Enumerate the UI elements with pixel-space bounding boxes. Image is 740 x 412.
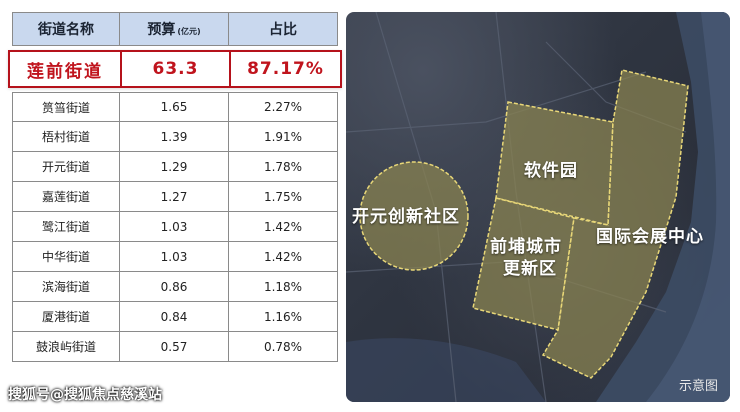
header-name: 街道名称: [12, 12, 120, 46]
table-row: 中华街道 1.03 1.42%: [12, 242, 338, 272]
header-budget-text: 预算: [147, 22, 176, 38]
cell-budget: 1.65: [120, 92, 229, 122]
map-caption: 示意图: [678, 379, 718, 394]
table-row: 梧村街道 1.39 1.91%: [12, 122, 338, 152]
cell-name: 鹭江街道: [12, 212, 120, 242]
table-row: 嘉莲街道 1.27 1.75%: [12, 182, 338, 212]
zone-expo-center: [541, 69, 689, 379]
cell-share: 2.27%: [229, 92, 338, 122]
label-software-park: 软件园: [524, 161, 578, 181]
cell-budget: 0.86: [120, 272, 229, 302]
highlight-share: 87.17%: [229, 52, 340, 86]
header-name-text: 街道名称: [38, 22, 94, 38]
cell-name: 滨海街道: [12, 272, 120, 302]
header-budget-unit: (亿元): [177, 26, 201, 36]
sea-area: [596, 12, 730, 402]
table-row: 筼筜街道 1.65 2.27%: [12, 92, 338, 122]
cell-share: 1.16%: [229, 302, 338, 332]
table-row: 鼓浪屿街道 0.57 0.78%: [12, 332, 338, 362]
cell-share: 1.91%: [229, 122, 338, 152]
table-row: 滨海街道 0.86 1.18%: [12, 272, 338, 302]
cell-name: 中华街道: [12, 242, 120, 272]
cell-budget: 0.57: [120, 332, 229, 362]
header-share-text: 占比: [269, 22, 297, 38]
cell-budget: 1.27: [120, 182, 229, 212]
watermark-text: 搜狐号@搜狐焦点慈溪站: [8, 387, 162, 403]
label-kaiyuan: 开元创新社区: [352, 207, 460, 227]
cell-share: 0.78%: [229, 332, 338, 362]
table-row: 厦港街道 0.84 1.16%: [12, 302, 338, 332]
cell-share: 1.75%: [229, 182, 338, 212]
table-row: 开元街道 1.29 1.78%: [12, 152, 338, 182]
cell-share: 1.18%: [229, 272, 338, 302]
cell-budget: 0.84: [120, 302, 229, 332]
highlight-budget: 63.3: [120, 52, 229, 86]
label-qianpu-line1: 前埔城市: [490, 237, 562, 257]
cell-budget: 1.03: [120, 212, 229, 242]
header-budget: 预算 (亿元): [120, 12, 229, 46]
cell-name: 厦港街道: [12, 302, 120, 332]
cell-name: 开元街道: [12, 152, 120, 182]
table-header-row: 街道名称 预算 (亿元) 占比: [12, 12, 338, 46]
district-map: 开元创新社区 软件园 前埔城市 更新区 国际会展中心 示意图: [346, 12, 730, 402]
table-row: 鹭江街道 1.03 1.42%: [12, 212, 338, 242]
cell-name: 梧村街道: [12, 122, 120, 152]
highlight-name: 莲前街道: [27, 61, 103, 82]
cell-share: 1.78%: [229, 152, 338, 182]
cell-share: 1.42%: [229, 242, 338, 272]
cell-share: 1.42%: [229, 212, 338, 242]
label-qianpu: 前埔城市 更新区: [490, 236, 562, 280]
cell-budget: 1.39: [120, 122, 229, 152]
label-expo-center: 国际会展中心: [596, 227, 704, 247]
cell-budget: 1.03: [120, 242, 229, 272]
map-graphics: [346, 12, 730, 402]
zone-kaiyuan-circle: [359, 161, 469, 271]
cell-name: 嘉莲街道: [12, 182, 120, 212]
label-qianpu-line2: 更新区: [503, 259, 557, 279]
cell-name: 鼓浪屿街道: [12, 332, 120, 362]
cell-name: 筼筜街道: [12, 92, 120, 122]
header-share: 占比: [229, 12, 338, 46]
highlight-row: 莲前街道 63.3 87.17%: [8, 50, 342, 88]
cell-budget: 1.29: [120, 152, 229, 182]
sea-deep: [646, 12, 730, 402]
bay-area: [346, 338, 546, 402]
